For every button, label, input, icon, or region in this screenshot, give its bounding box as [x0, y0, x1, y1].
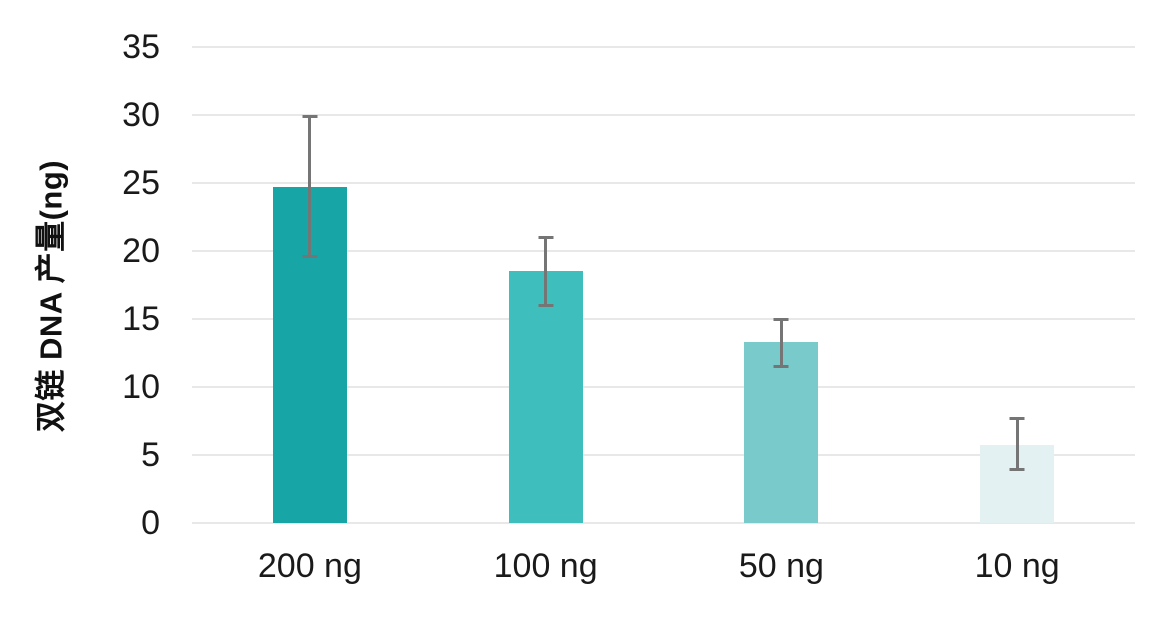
gridline [192, 454, 1135, 456]
gridline [192, 182, 1135, 184]
x-tick-label: 50 ng [738, 547, 824, 585]
plot-area [192, 46, 1135, 524]
error-bar-line [308, 115, 312, 258]
error-bar-200-ng [302, 115, 318, 258]
y-tick-label: 25 [122, 164, 160, 202]
gridline [192, 522, 1135, 524]
y-tick-label: 30 [122, 96, 160, 134]
x-tick-label: 100 ng [493, 547, 598, 585]
error-bar-cap [1009, 468, 1025, 472]
gridline [192, 318, 1135, 320]
gridline [192, 46, 1135, 48]
error-bar-cap [538, 303, 554, 307]
bar-100-ng [508, 271, 583, 523]
x-tick-label: 10 ng [974, 547, 1060, 585]
y-tick-label: 35 [122, 28, 160, 66]
gridline [192, 114, 1135, 116]
error-bar-line [779, 317, 783, 368]
y-tick-label: 5 [141, 436, 160, 474]
x-axis-labels: 200 ng 100 ng 50 ng 10 ng [192, 547, 1135, 592]
x-tick-label: 200 ng [257, 547, 362, 585]
error-bar-line [544, 236, 548, 307]
y-tick-label: 15 [122, 300, 160, 338]
error-bar-50-ng [773, 317, 789, 368]
bar-50-ng [744, 342, 819, 523]
error-bar-line [1015, 416, 1019, 472]
error-bar-cap [773, 364, 789, 368]
gridline [192, 386, 1135, 388]
error-bar-100-ng [538, 236, 554, 307]
gridline [192, 250, 1135, 252]
y-tick-label: 20 [122, 232, 160, 270]
y-tick-label: 10 [122, 368, 160, 406]
error-bar-cap [302, 254, 318, 258]
y-axis-tick-labels: 0 5 10 15 20 25 30 35 [0, 30, 160, 540]
error-bar-10-ng [1009, 416, 1025, 472]
y-tick-label: 0 [141, 504, 160, 542]
